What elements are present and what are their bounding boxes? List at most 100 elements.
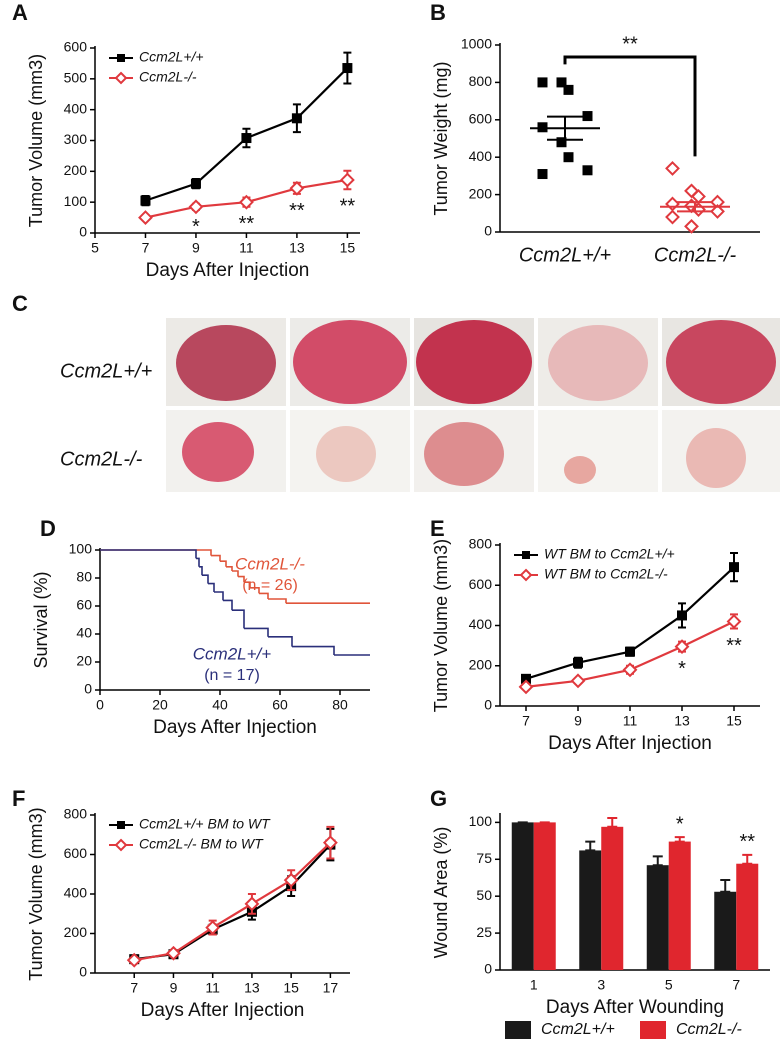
tumor (424, 422, 504, 486)
panel-letter: G (430, 786, 447, 811)
y-tick-label: 800 (64, 806, 88, 822)
survival-step (244, 581, 251, 588)
survival-step (223, 599, 233, 611)
y-axis-label: Wound Area (%) (431, 827, 451, 959)
bar (511, 822, 534, 970)
data-point (239, 194, 254, 210)
significance: ** (340, 195, 356, 217)
data-point (556, 137, 567, 148)
data-point (138, 210, 153, 225)
survival-step (196, 557, 200, 567)
y-tick-label: 400 (64, 100, 88, 116)
x-tick-label: 20 (152, 697, 168, 713)
photo (538, 410, 658, 492)
legend-label: Ccm2L+/+ (139, 49, 204, 65)
legend-marker (114, 71, 128, 85)
survival-step (220, 560, 227, 567)
tumor (416, 320, 532, 404)
series-line (134, 843, 332, 961)
data-point (582, 165, 593, 176)
x-tick-label: 7 (142, 240, 150, 256)
legend-marker (117, 54, 125, 62)
x-tick-label: 11 (623, 713, 638, 729)
survival-step (100, 549, 197, 559)
x-tick-label: 3 (597, 977, 605, 993)
y-axis-label: Tumor Weight (mg) (431, 61, 451, 215)
data-point (710, 204, 725, 219)
y-tick-label: 0 (79, 224, 87, 240)
survival-step (214, 591, 224, 601)
x-tick-label: 15 (726, 713, 742, 729)
data-point (563, 152, 574, 163)
y-tick-label: 1000 (461, 36, 492, 52)
x-tick-label: 13 (244, 980, 260, 996)
data-point (573, 657, 583, 668)
bar (601, 826, 624, 970)
legend-marker (522, 551, 530, 559)
y-tick-label: 0 (484, 961, 492, 977)
survival-step (268, 636, 293, 647)
x-tick-label: 13 (674, 713, 690, 729)
survival-step (259, 592, 269, 599)
legend-label: Ccm2L-/- BM to WT (139, 836, 264, 852)
significance: ** (726, 635, 742, 657)
data-point (140, 195, 151, 206)
panel-letter: F (12, 786, 25, 811)
photo-grid (166, 318, 780, 492)
y-axis-label: Tumor Volume (mm3) (431, 539, 451, 712)
data-point (582, 111, 593, 122)
survival-step (232, 570, 239, 577)
error-bar (720, 878, 731, 893)
data-point (537, 169, 548, 180)
x-tick-label: 13 (289, 240, 305, 256)
legend-marker (117, 821, 125, 829)
significance: ** (239, 213, 255, 235)
x-tick-label: 11 (239, 240, 254, 256)
y-tick-label: 800 (469, 536, 493, 552)
tumor (316, 426, 376, 482)
data-point (342, 63, 353, 74)
significance: ** (289, 200, 305, 222)
error-bar (652, 855, 663, 867)
error-bar (742, 853, 753, 865)
tumor (176, 325, 276, 401)
data-point (665, 196, 680, 212)
tumor (293, 320, 407, 404)
survival-step (208, 582, 215, 592)
y-tick-label: 600 (64, 39, 88, 55)
legend-label: Ccm2L-/- (139, 69, 197, 85)
survival-step (202, 574, 209, 584)
x-axis-label: Days After Injection (153, 717, 317, 738)
significance: ** (622, 33, 638, 55)
y-tick-label: 40 (76, 625, 92, 641)
y-axis-label: Tumor Volume (mm3) (26, 807, 46, 980)
error-bar (677, 201, 713, 213)
y-tick-label: 200 (469, 185, 493, 201)
x-axis-label: Days After Wounding (546, 997, 724, 1018)
x-tick-label: 40 (212, 697, 228, 713)
series-n: (n = 17) (204, 667, 260, 684)
y-axis-label: Survival (%) (31, 571, 51, 668)
data-point (289, 180, 305, 196)
data-point (665, 209, 680, 225)
x-tick-label: 9 (574, 713, 582, 729)
legend-label: WT BM to Ccm2L-/- (544, 566, 668, 582)
y-tick-label: 0 (484, 697, 492, 713)
panel-letter: E (430, 516, 445, 541)
y-tick-label: 75 (476, 850, 492, 866)
data-point (322, 835, 338, 851)
panel-letter: C (12, 291, 28, 316)
survival-step (250, 587, 260, 594)
y-tick-label: 800 (469, 73, 493, 89)
data-point (537, 77, 548, 88)
x-tick-label: 80 (332, 697, 348, 713)
series-line (525, 566, 735, 680)
y-tick-label: 0 (84, 681, 92, 697)
legend-label: Ccm2L-/- (676, 1021, 742, 1038)
data-point (244, 896, 260, 912)
y-tick-label: 200 (64, 924, 88, 940)
survival-step (238, 575, 245, 583)
data-point (556, 77, 567, 88)
error-bar (674, 836, 685, 843)
